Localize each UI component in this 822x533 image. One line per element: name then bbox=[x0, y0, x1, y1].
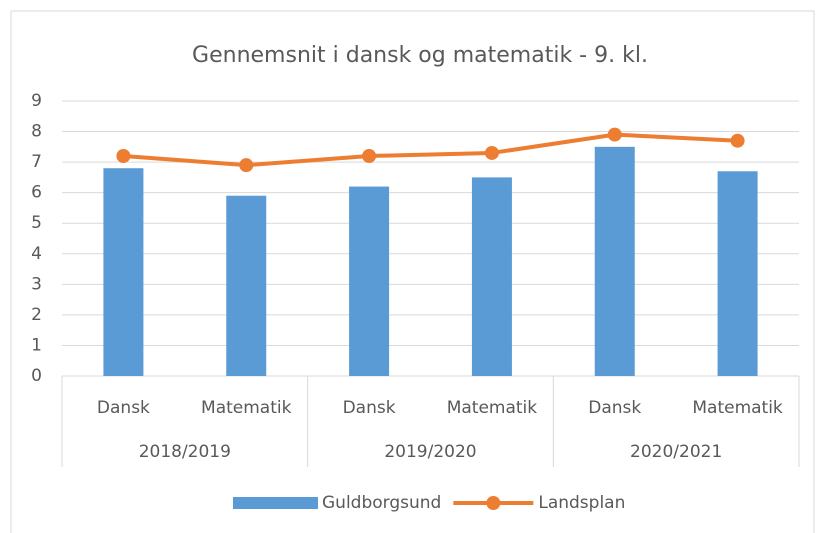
chart-border bbox=[10, 10, 815, 533]
legend-marker bbox=[486, 496, 501, 510]
bar bbox=[471, 177, 512, 376]
line-marker bbox=[607, 127, 622, 142]
x-group-label: 2019/2020 bbox=[384, 442, 476, 462]
bar bbox=[226, 195, 267, 376]
legend-swatch bbox=[233, 497, 318, 509]
y-tick-label: 1 bbox=[31, 335, 42, 355]
y-tick-label: 2 bbox=[31, 305, 42, 325]
line bbox=[123, 132, 738, 168]
legend-label: Landsplan bbox=[538, 493, 625, 513]
x-tick-label: Matematik bbox=[201, 398, 292, 418]
x-tick-label: Dansk bbox=[588, 398, 641, 418]
legend-label: Guldborgsund bbox=[322, 493, 441, 513]
chart-title: Gennemsnit i dansk og matematik - 9. kl. bbox=[192, 43, 648, 68]
y-tick-label: 7 bbox=[31, 152, 42, 172]
line-marker bbox=[116, 149, 131, 163]
x-group-label: 2018/2019 bbox=[139, 442, 231, 462]
y-tick-label: 9 bbox=[31, 91, 42, 111]
x-tick-label: Dansk bbox=[97, 398, 150, 418]
line-marker bbox=[239, 158, 254, 173]
y-tick-label: 4 bbox=[31, 244, 42, 264]
line-marker bbox=[362, 149, 377, 163]
y-tick-label: 8 bbox=[31, 122, 42, 142]
y-tick-label: 5 bbox=[31, 213, 42, 233]
bar bbox=[594, 146, 635, 376]
line-marker bbox=[730, 133, 745, 148]
bar bbox=[717, 171, 758, 376]
y-tick-label: 6 bbox=[31, 183, 42, 203]
bar bbox=[349, 186, 390, 376]
line-marker bbox=[484, 145, 499, 160]
y-tick-label: 0 bbox=[31, 366, 42, 386]
x-group-label: 2020/2021 bbox=[630, 442, 722, 462]
x-tick-label: Matematik bbox=[447, 398, 538, 418]
y-tick-label: 3 bbox=[31, 274, 42, 294]
x-tick-label: Dansk bbox=[343, 398, 396, 418]
x-tick-label: Matematik bbox=[692, 398, 783, 418]
bar bbox=[103, 168, 144, 376]
